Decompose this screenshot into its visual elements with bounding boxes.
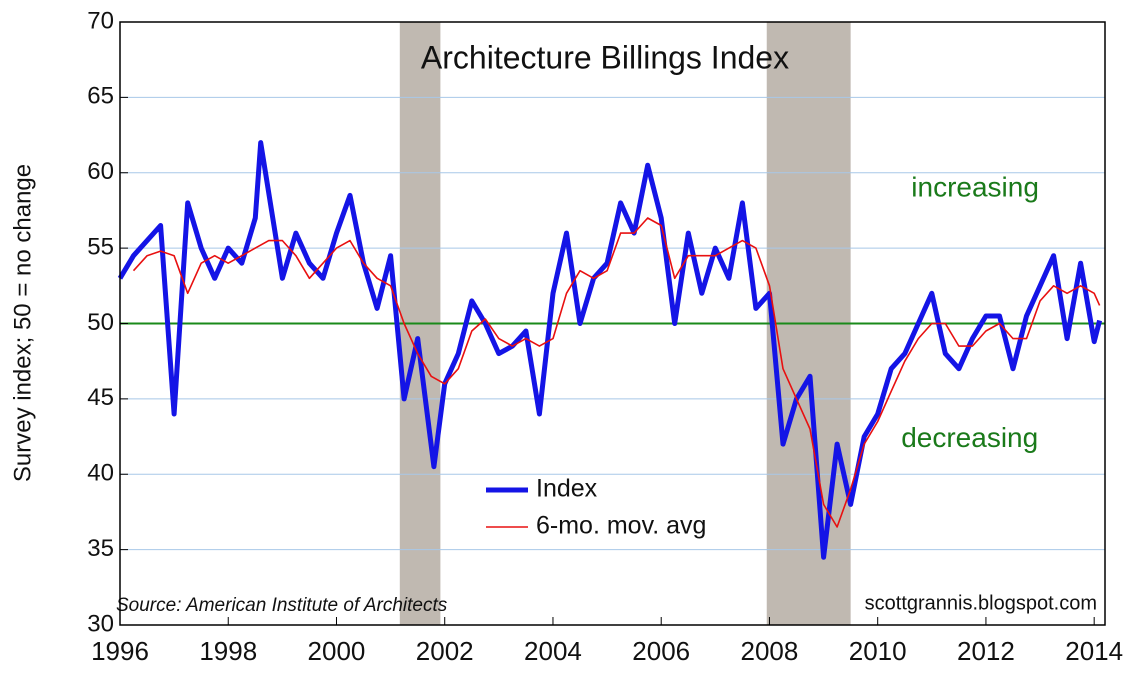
x-tick-label: 2008: [741, 636, 799, 666]
plot-area: [117, 21, 1105, 626]
x-tick-label: 2004: [524, 636, 582, 666]
credit: scottgrannis.blogspot.com: [865, 592, 1097, 614]
y-tick-label: 30: [87, 610, 114, 637]
y-tick-label: 65: [87, 83, 114, 110]
y-axis-label: Survey index; 50 = no change: [9, 164, 36, 482]
legend-label: Index: [536, 475, 598, 503]
x-tick-label: 2000: [308, 636, 366, 666]
x-tick-label: 2014: [1065, 636, 1123, 666]
x-tick-label: 2010: [849, 636, 907, 666]
y-tick-label: 70: [87, 7, 114, 34]
series-line: [132, 217, 1101, 528]
legend-label: 6-mo. mov. avg: [536, 512, 706, 540]
x-tick-label: 2012: [957, 636, 1015, 666]
y-tick-label: 45: [87, 384, 114, 411]
source: Source: American Institute of Architects: [116, 595, 448, 616]
x-tick-label: 2002: [416, 636, 474, 666]
chart-title: Architecture Billings Index: [421, 39, 789, 75]
y-tick-label: 40: [87, 460, 114, 487]
x-tick-label: 1998: [199, 636, 257, 666]
annotation: increasing: [911, 172, 1039, 203]
x-tick-label: 2006: [632, 636, 690, 666]
x-tick-label: 1996: [91, 636, 149, 666]
y-tick-label: 60: [87, 158, 114, 185]
y-tick-label: 35: [87, 535, 114, 562]
y-tick-label: 50: [87, 309, 114, 336]
series-line: [117, 140, 1103, 560]
y-tick-label: 55: [87, 233, 114, 260]
plot-frame: [119, 21, 1106, 626]
annotation: decreasing: [901, 422, 1038, 453]
